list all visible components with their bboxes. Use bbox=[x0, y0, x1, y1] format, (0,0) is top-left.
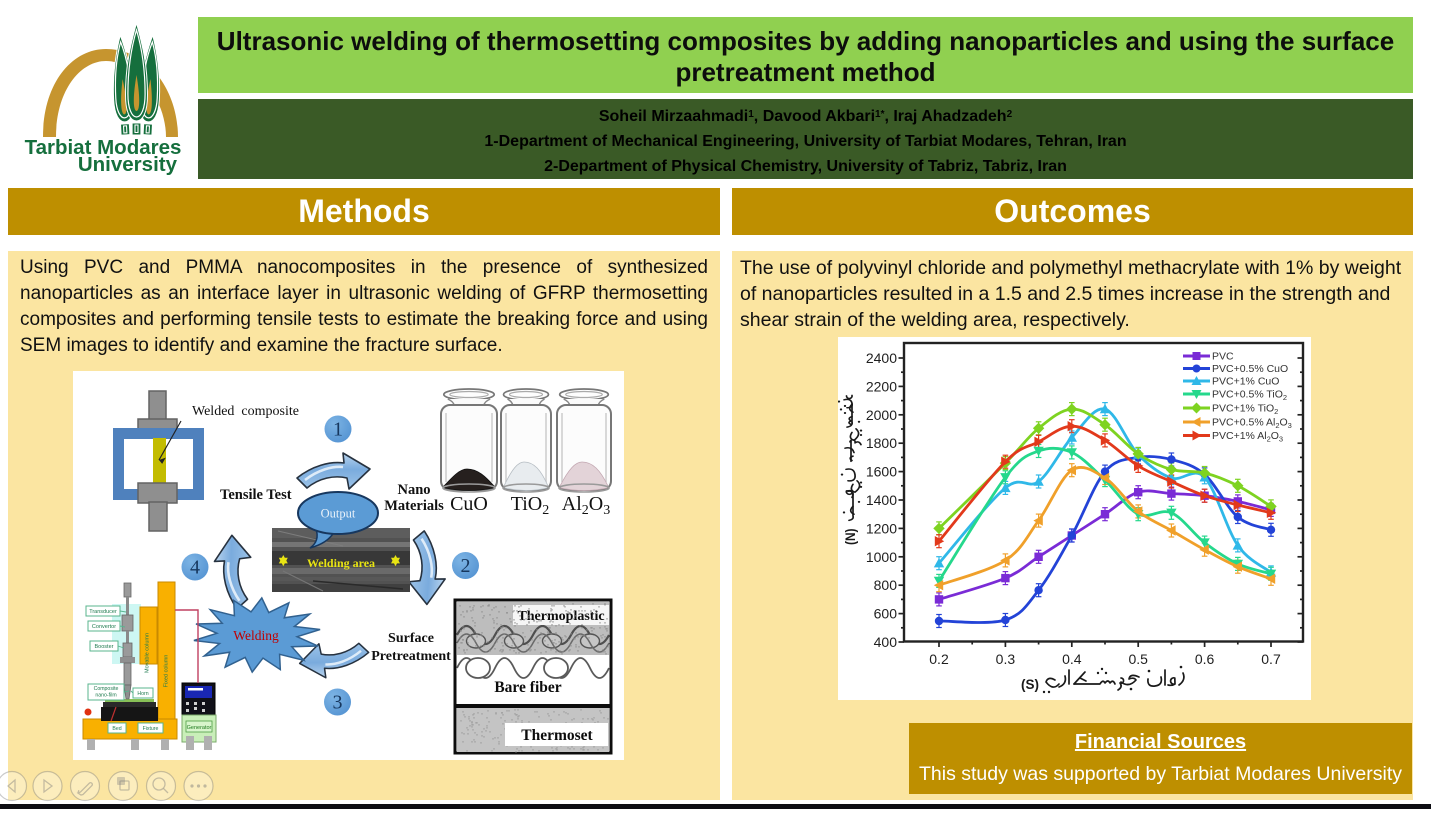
svg-text:Pretreatment: Pretreatment bbox=[371, 649, 451, 664]
svg-text:TiO2: TiO2 bbox=[511, 493, 550, 518]
svg-text:0.6: 0.6 bbox=[1195, 651, 1215, 667]
svg-text:PVC+1% CuO: PVC+1% CuO bbox=[1212, 376, 1279, 388]
svg-text:1800: 1800 bbox=[866, 435, 897, 451]
svg-text:2200: 2200 bbox=[866, 378, 897, 394]
svg-text:2400: 2400 bbox=[866, 350, 897, 366]
svg-text:Movable column: Movable column bbox=[145, 633, 151, 673]
svg-text:Welding: Welding bbox=[233, 628, 279, 643]
svg-text:1000: 1000 bbox=[866, 549, 897, 565]
svg-text:Fixture: Fixture bbox=[143, 726, 159, 732]
svg-text:Fixed column: Fixed column bbox=[164, 655, 170, 688]
svg-text:Thermoset: Thermoset bbox=[521, 727, 593, 744]
svg-text:0.2: 0.2 bbox=[929, 651, 949, 667]
svg-text:PVC+0.5% CuO: PVC+0.5% CuO bbox=[1212, 363, 1288, 375]
svg-text:Composite: Composite bbox=[94, 686, 119, 692]
svg-text:Welded composite: Welded composite bbox=[192, 404, 299, 419]
svg-text:600: 600 bbox=[874, 606, 898, 622]
svg-text:Tarbiat Modares: Tarbiat Modares bbox=[25, 136, 182, 159]
svg-text:0.4: 0.4 bbox=[1062, 651, 1082, 667]
svg-text:Tensile Test: Tensile Test bbox=[220, 487, 292, 503]
svg-text:4: 4 bbox=[190, 557, 200, 579]
svg-text:Convertor: Convertor bbox=[92, 624, 116, 630]
svg-text:PVC+1% Al2O3: PVC+1% Al2O3 bbox=[1212, 430, 1283, 444]
svg-text:Surface: Surface bbox=[388, 631, 434, 646]
svg-text:Output: Output bbox=[321, 507, 356, 521]
svg-text:(S): (S) bbox=[1021, 677, 1039, 692]
svg-text:CuO: CuO bbox=[450, 493, 488, 515]
svg-text:1: 1 bbox=[333, 419, 343, 441]
svg-text:2: 2 bbox=[461, 555, 471, 577]
svg-text:(N): (N) bbox=[842, 529, 858, 545]
svg-text:0.7: 0.7 bbox=[1261, 651, 1281, 667]
svg-text:400: 400 bbox=[874, 634, 898, 650]
svg-text:Bare fiber: Bare fiber bbox=[494, 679, 561, 696]
svg-text:Transducer: Transducer bbox=[89, 609, 117, 615]
svg-text:PVC+1% TiO2: PVC+1% TiO2 bbox=[1212, 403, 1278, 417]
svg-text:800: 800 bbox=[874, 577, 898, 593]
svg-text:2000: 2000 bbox=[866, 407, 897, 423]
svg-text:Bed: Bed bbox=[112, 726, 121, 732]
svg-text:0.5: 0.5 bbox=[1128, 651, 1148, 667]
svg-text:PVC+0.5% Al2O3: PVC+0.5% Al2O3 bbox=[1212, 417, 1292, 431]
svg-text:1600: 1600 bbox=[866, 464, 897, 480]
svg-text:PVC: PVC bbox=[1212, 351, 1234, 363]
svg-text:0.3: 0.3 bbox=[996, 651, 1016, 667]
svg-text:1200: 1200 bbox=[866, 520, 897, 536]
svg-text:Materials: Materials bbox=[384, 498, 444, 514]
svg-text:1400: 1400 bbox=[866, 492, 897, 508]
svg-text:University: University bbox=[78, 153, 178, 176]
svg-text:nano-film: nano-film bbox=[95, 693, 116, 699]
svg-text:Booster: Booster bbox=[95, 644, 114, 650]
svg-text:Generator: Generator bbox=[187, 725, 212, 731]
svg-text:Welding area: Welding area bbox=[307, 556, 375, 570]
svg-text:PVC+0.5% TiO2: PVC+0.5% TiO2 bbox=[1212, 389, 1287, 403]
svg-text:Nano: Nano bbox=[397, 482, 430, 498]
svg-text:Horn: Horn bbox=[137, 691, 148, 697]
svg-text:Al2O3: Al2O3 bbox=[562, 493, 610, 518]
svg-text:3: 3 bbox=[333, 692, 343, 714]
